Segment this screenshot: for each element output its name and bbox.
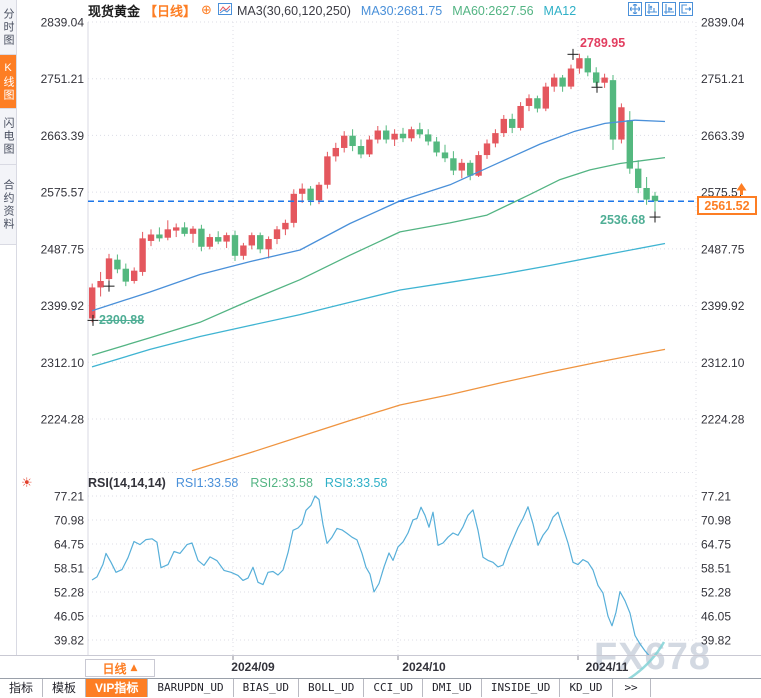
indicator-tab-7[interactable]: DMI_UD [423,679,482,697]
svg-text:46.05: 46.05 [54,610,84,624]
chart-toolbar [628,2,693,16]
svg-text:2224.28: 2224.28 [701,413,745,427]
svg-text:77.21: 77.21 [54,490,84,504]
svg-text:2751.21: 2751.21 [41,72,85,86]
ma60-value: MA60:2627.56 [452,3,534,18]
svg-text:64.75: 64.75 [701,537,731,551]
xaxis-date-0: 2024/09 [231,660,275,674]
svg-text:70.98: 70.98 [701,513,731,527]
rsi-name: RSI(14,14,14) [88,476,166,490]
svg-text:52.28: 52.28 [54,586,84,600]
indicator-tab-1[interactable]: 模板 [43,679,87,697]
sidebar-tab-0[interactable]: 分时图 [0,0,16,55]
recent-low-label: 2536.68 [600,213,646,227]
scale-x-axis-icon[interactable] [662,2,676,16]
chart-type-sidebar: 分时图 K线图 闪电图 合约资料 [0,0,17,655]
svg-text:2487.75: 2487.75 [41,242,85,256]
svg-text:2312.10: 2312.10 [701,356,745,370]
timeframe-label: 日线 [102,661,127,676]
sidebar-tab-3[interactable]: 合约资料 [0,165,16,245]
svg-text:2224.28: 2224.28 [41,413,85,427]
svg-text:39.82: 39.82 [701,634,731,648]
svg-text:2839.04: 2839.04 [41,16,85,30]
svg-text:39.82: 39.82 [54,634,84,648]
move-crosshair-icon[interactable] [628,2,642,16]
ma-chart-icon [217,3,232,18]
svg-text:2399.92: 2399.92 [41,299,85,313]
indicator-tab-6[interactable]: CCI_UD [364,679,424,697]
period-low-label: 2300.88 [99,313,145,327]
svg-text:2751.21: 2751.21 [701,72,745,86]
svg-text:2575.57: 2575.57 [41,186,85,200]
svg-text:2663.39: 2663.39 [701,129,745,143]
svg-text:2839.04: 2839.04 [701,16,745,30]
symbol-name: 现货黄金 [88,4,141,19]
svg-text:2663.39: 2663.39 [41,129,85,143]
indicator-tab-2[interactable]: VIP指标 [86,679,149,697]
svg-text:2487.75: 2487.75 [701,242,745,256]
period-high-label: 2789.95 [580,36,626,50]
svg-text:77.21: 77.21 [701,490,731,504]
indicator-tab-0[interactable]: 指标 [0,679,44,697]
indicator-tab-4[interactable]: BIAS_UD [234,679,299,697]
xaxis-date-2: 2024/11 [585,660,629,674]
rsi-header: RSI(14,14,14) RSI1:33.58 RSI2:33.58 RSI3… [88,476,387,490]
svg-text:2399.92: 2399.92 [701,299,745,313]
scale-y-axis-icon[interactable] [645,2,659,16]
indicator-tab-9[interactable]: KD_UD [560,679,613,697]
svg-text:58.51: 58.51 [701,562,731,576]
indicator-tab-5[interactable]: BOLL_UD [299,679,365,697]
ma30-value: MA30:2681.75 [360,3,443,18]
svg-text:52.28: 52.28 [701,586,731,600]
rsi2-value: RSI2:33.58 [250,476,313,490]
rsi1-value: RSI1:33.58 [175,476,239,490]
svg-text:58.51: 58.51 [54,562,84,576]
indicator-tabbar: 指标 模板 VIP指标 BARUPDN_UD BIAS_UD BOLL_UD CCI_UD D… [0,678,761,698]
exit-view-icon[interactable] [679,2,693,16]
svg-text:64.75: 64.75 [54,537,84,551]
svg-text:46.05: 46.05 [701,610,731,624]
add-indicator-icon[interactable]: ⊕ [201,3,212,18]
svg-text:70.98: 70.98 [54,513,84,527]
chart-header: 现货黄金 【日线】 ⊕ MA3(30,60,120,250) MA30:2681… [88,1,576,20]
current-price-badge: 2561.52 [697,196,757,215]
rsi-settings-icon[interactable]: ☀ [21,476,33,491]
indicator-tab-3[interactable]: BARUPDN_UD [148,679,234,697]
period-label: 【日线】 [144,4,197,19]
rsi3-value: RSI3:33.58 [324,476,388,490]
indicator-tab-8[interactable]: INSIDE_UD [482,679,561,697]
ma120-value: MA12 [543,3,577,18]
triangle-up-icon: ▲ [130,663,138,673]
svg-text:2312.10: 2312.10 [41,356,85,370]
sidebar-tab-2[interactable]: 闪电图 [0,109,16,165]
ma-settings-label: MA3(30,60,120,250) [236,3,351,18]
sidebar-tab-1[interactable]: K线图 [0,55,16,109]
indicator-tab-10[interactable]: >> [613,679,651,697]
timeframe-dropdown[interactable]: 日线 ▲ [85,659,155,677]
xaxis-date-1: 2024/10 [402,660,446,674]
